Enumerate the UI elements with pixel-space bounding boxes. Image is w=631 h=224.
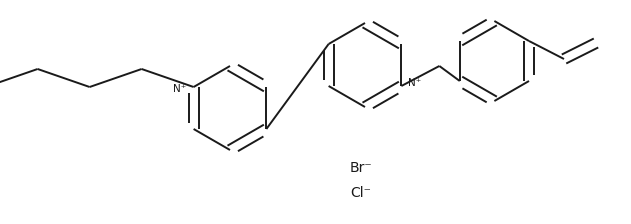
Text: N⁺: N⁺ xyxy=(174,84,187,94)
Text: Cl⁻: Cl⁻ xyxy=(350,186,371,200)
Text: N⁺: N⁺ xyxy=(408,78,422,88)
Text: Br⁻: Br⁻ xyxy=(350,161,373,175)
